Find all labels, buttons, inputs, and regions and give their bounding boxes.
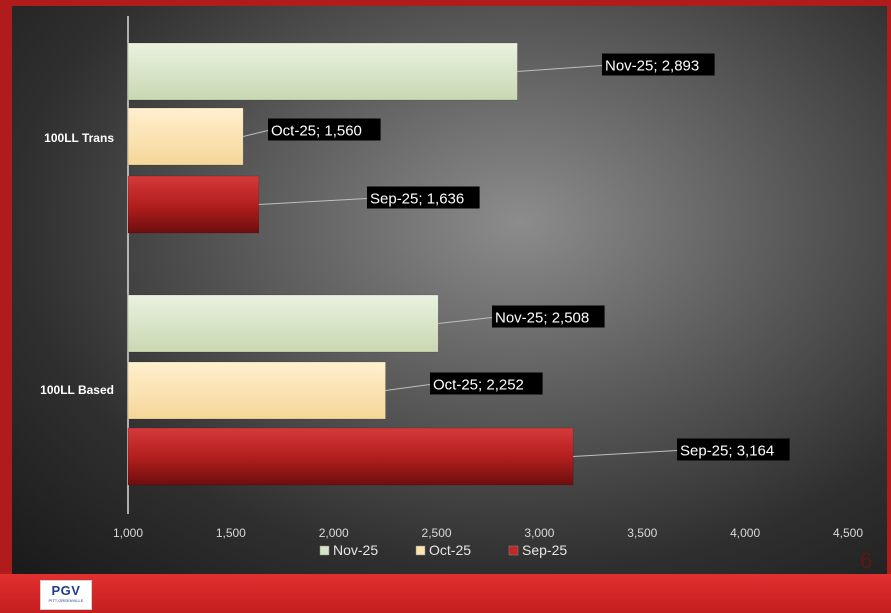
x-tick-label: 1,000 [113,526,143,540]
data-label: Sep-25; 1,636 [370,191,464,208]
category-label: 100LL Based [40,383,114,397]
data-label: Nov-25; 2,508 [495,310,589,327]
leader-line [258,198,368,205]
leader-line [385,384,431,391]
bar-oct-trans [127,107,244,166]
logo-text: PGV [51,583,81,598]
legend-swatch [508,545,519,556]
x-tick-label: 4,000 [730,526,760,540]
x-tick-label: 4,500 [833,526,863,540]
logo-subtext: PITT-GREENVILLE [48,598,84,603]
leader-line [517,65,603,72]
legend-label: Nov-25 [333,542,378,558]
data-label-box [602,53,715,76]
category-label: 100LL Trans [44,131,114,145]
x-tick-label: 3,000 [524,526,554,540]
legend-swatch [415,545,426,556]
bar-nov-trans [127,42,518,101]
data-label-box [268,118,381,141]
data-label: Sep-25; 3,164 [680,443,774,460]
legend-label: Sep-25 [522,542,567,558]
legend-label: Oct-25 [429,542,471,558]
footer-bar [0,574,891,613]
data-label: Oct-25; 1,560 [271,123,362,140]
x-tick-label: 2,000 [319,526,349,540]
data-label-box [677,438,790,461]
data-label: Oct-25; 2,252 [433,377,524,394]
data-label-box [367,186,480,209]
leader-line [243,130,269,137]
bar-nov-based [127,294,439,353]
data-label: Nov-25; 2,893 [605,58,699,75]
bar-sep-trans [127,175,260,234]
bar-chart: Nov-25; 2,893 Oct-25; 1,560 Sep-25; 1,636 1… [40,16,863,558]
x-tick-label: 2,500 [422,526,452,540]
x-tick-label: 1,500 [216,526,246,540]
x-tick-label: 3,500 [627,526,657,540]
data-label-box [492,305,605,328]
bar-sep-based [127,427,574,486]
legend-swatch [319,545,330,556]
leader-line [438,317,493,324]
bar-oct-based [127,361,386,420]
chart-panel: Nov-25; 2,893 Oct-25; 1,560 Sep-25; 1,636 1… [12,6,887,574]
data-label-box [430,372,543,395]
slide-number: 6 [860,548,873,573]
pgv-logo: PGV PITT-GREENVILLE [40,580,92,610]
leader-line [573,450,678,457]
